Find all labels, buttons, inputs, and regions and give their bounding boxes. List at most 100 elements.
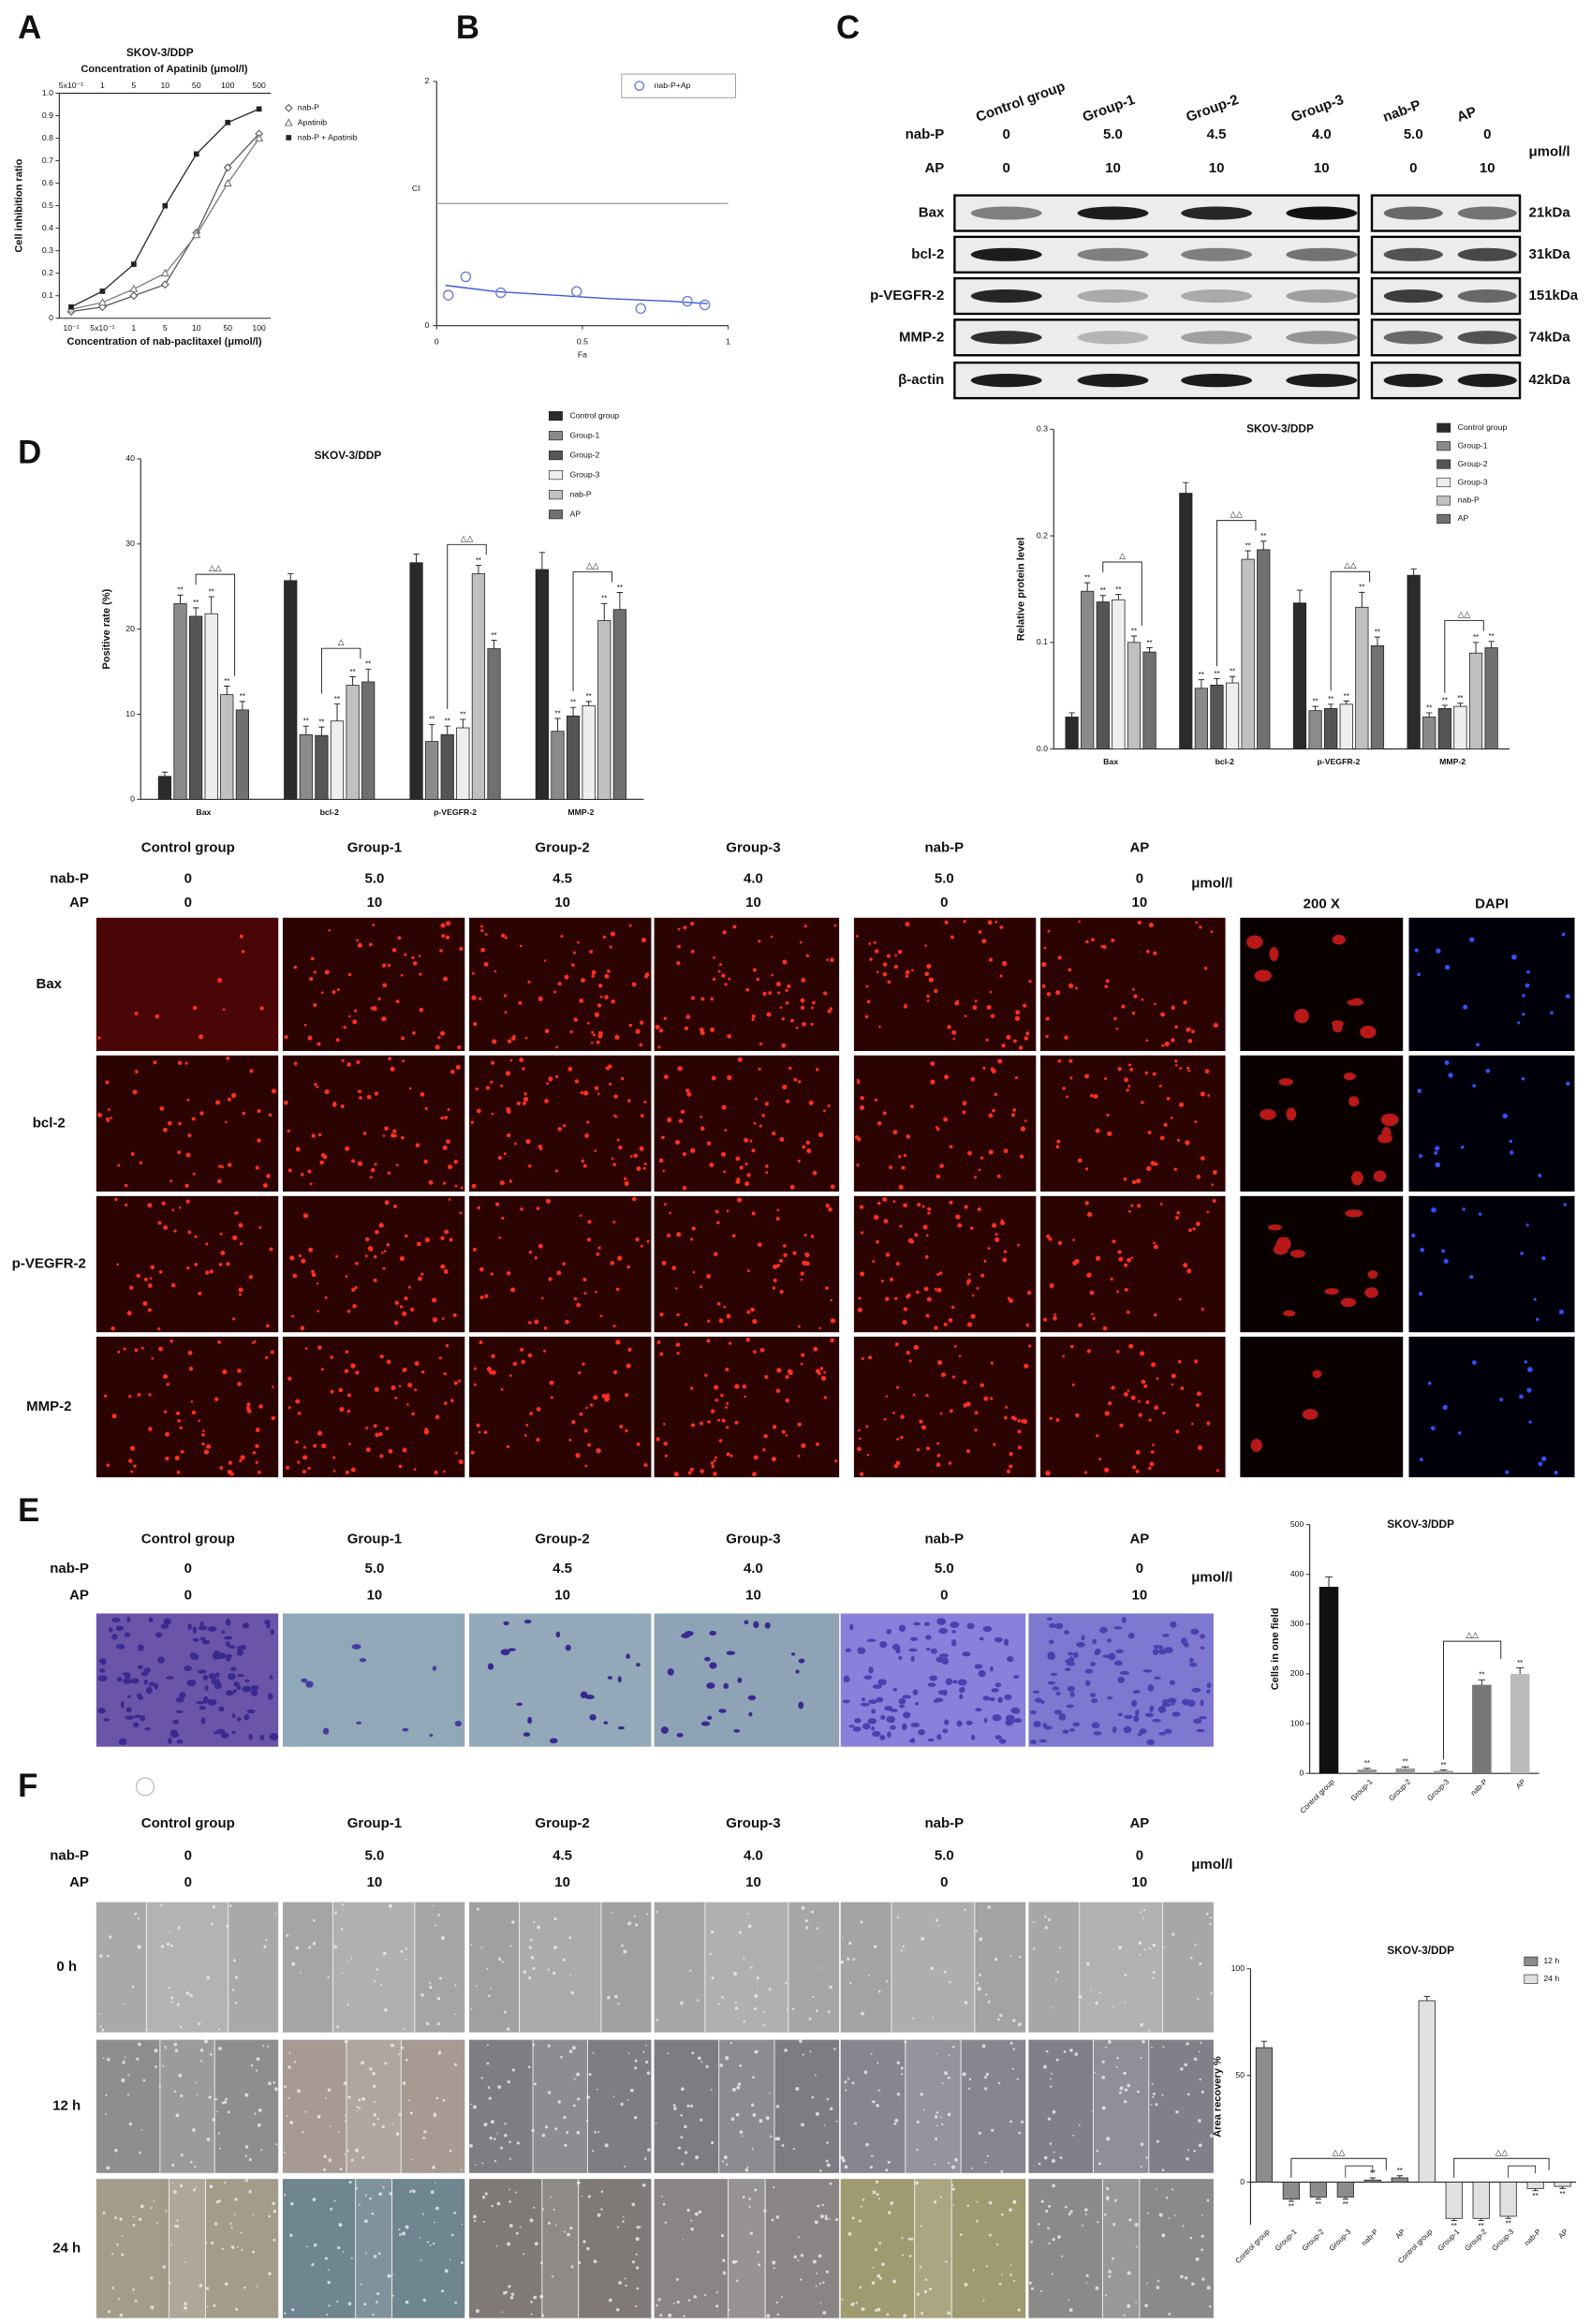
cell-dot xyxy=(906,1134,910,1138)
cell-speck xyxy=(333,1946,337,1949)
dose-value: 10 xyxy=(1132,1874,1148,1890)
cell-speck xyxy=(1099,1991,1101,1993)
dose-value: 10 xyxy=(1105,160,1121,176)
cell-speck xyxy=(454,2014,456,2016)
cell-speck xyxy=(359,2204,361,2206)
cell-dot xyxy=(135,1070,139,1073)
cell-speck xyxy=(952,2046,955,2049)
stained-cell xyxy=(163,1618,171,1624)
legend-label: Group-1 xyxy=(1458,440,1488,450)
cell-speck xyxy=(659,2314,662,2317)
error-bar xyxy=(539,553,545,570)
cell-dot xyxy=(1057,1059,1061,1063)
cell-dot xyxy=(967,1151,972,1156)
dose-value: 0 xyxy=(184,1587,192,1603)
fluorescence-image xyxy=(96,1056,278,1192)
cell-dot xyxy=(874,1215,878,1220)
cell-speck xyxy=(661,2196,663,2198)
cell-speck xyxy=(557,2100,561,2104)
cell-dot xyxy=(342,1059,345,1062)
cell-speck xyxy=(256,2069,258,2071)
stained-cell xyxy=(668,1668,674,1676)
blot-row-label: MMP-2 xyxy=(899,329,944,345)
cell-dot xyxy=(787,984,790,988)
cell-dot xyxy=(664,1017,667,1020)
cell-dot xyxy=(894,965,898,969)
cell-speck xyxy=(759,2119,762,2123)
cell-dot xyxy=(929,977,934,982)
cell-speck xyxy=(243,2287,246,2289)
cell-dot xyxy=(1078,1158,1083,1162)
stained-cell xyxy=(1068,1656,1074,1664)
cell-speck xyxy=(162,2065,164,2066)
cell-speck xyxy=(1186,2157,1189,2161)
stained-cell xyxy=(1187,1699,1195,1707)
cell-speck xyxy=(569,2050,573,2053)
cell-dot xyxy=(1128,1063,1131,1066)
cell-speck xyxy=(901,2073,903,2075)
cell-dot xyxy=(898,950,903,955)
cell-dot xyxy=(611,932,615,937)
cell-speck xyxy=(433,2243,435,2244)
cell-dot xyxy=(582,1363,584,1366)
stained-cell xyxy=(199,1621,203,1628)
bar xyxy=(331,721,343,800)
cell-dot xyxy=(714,1457,717,1459)
cell-speck xyxy=(306,2246,308,2248)
cell-dot xyxy=(495,1203,499,1206)
cell-dot xyxy=(159,1270,163,1274)
unit-label: μmol/l xyxy=(1191,875,1232,891)
error-bar xyxy=(318,727,324,735)
stained-cell xyxy=(1168,1697,1176,1703)
stained-cell xyxy=(1090,1693,1096,1697)
cell-speck xyxy=(594,2259,597,2263)
cell-dot xyxy=(448,1108,450,1111)
cell-dot xyxy=(595,1086,598,1089)
cell-dot xyxy=(371,1168,376,1173)
cell-dot xyxy=(192,1411,196,1414)
cell-speck xyxy=(942,2082,944,2084)
significance-label: ** xyxy=(460,710,465,718)
x-tick-label: nab-P xyxy=(1360,2228,1379,2247)
stained-cell xyxy=(1150,1706,1154,1711)
scratch-gap xyxy=(356,2179,392,2318)
cell-speck xyxy=(976,2220,979,2223)
column-header: Control group xyxy=(141,839,235,855)
cell-speck xyxy=(1010,2042,1013,2045)
cell-speck xyxy=(108,2310,110,2313)
cell-dot xyxy=(1183,1000,1186,1004)
cell-dot xyxy=(1133,994,1137,998)
cell-speck xyxy=(528,1976,531,1979)
nucleus-dot xyxy=(1525,1360,1528,1364)
cell-dot xyxy=(365,1237,369,1241)
y-tick-label: 0.3 xyxy=(1037,424,1048,434)
fit-line xyxy=(446,286,708,304)
cell-speck xyxy=(509,2224,513,2228)
stained-cell xyxy=(880,1715,885,1720)
cell-dot xyxy=(885,1396,888,1399)
dose-value: 10 xyxy=(367,1587,383,1603)
stained-cell xyxy=(121,1701,125,1709)
cell-speck xyxy=(877,2062,878,2064)
cell-dot xyxy=(831,1184,835,1189)
cell-speck xyxy=(746,2167,748,2169)
cell-speck xyxy=(206,2138,210,2141)
cell-speck xyxy=(138,1917,140,1919)
cell-dot xyxy=(811,1006,814,1009)
cell-speck xyxy=(462,2224,464,2226)
cell-dot xyxy=(484,1295,488,1298)
bar xyxy=(1392,2178,1407,2183)
cell-speck xyxy=(1164,1947,1166,1948)
cell-dot xyxy=(1106,1413,1109,1415)
cell-dot xyxy=(150,1277,153,1280)
cell-dot xyxy=(1165,1042,1170,1046)
cell-dot xyxy=(387,1359,391,1364)
cell-dot xyxy=(639,1147,643,1151)
cell-speck xyxy=(897,1917,899,1918)
cell-speck xyxy=(473,2215,477,2219)
cell-dot xyxy=(714,1252,717,1256)
cell-speck xyxy=(726,2164,728,2166)
legend-swatch xyxy=(1437,514,1451,523)
dose-value: 4.5 xyxy=(1207,126,1227,142)
stained-cell xyxy=(618,1676,622,1682)
